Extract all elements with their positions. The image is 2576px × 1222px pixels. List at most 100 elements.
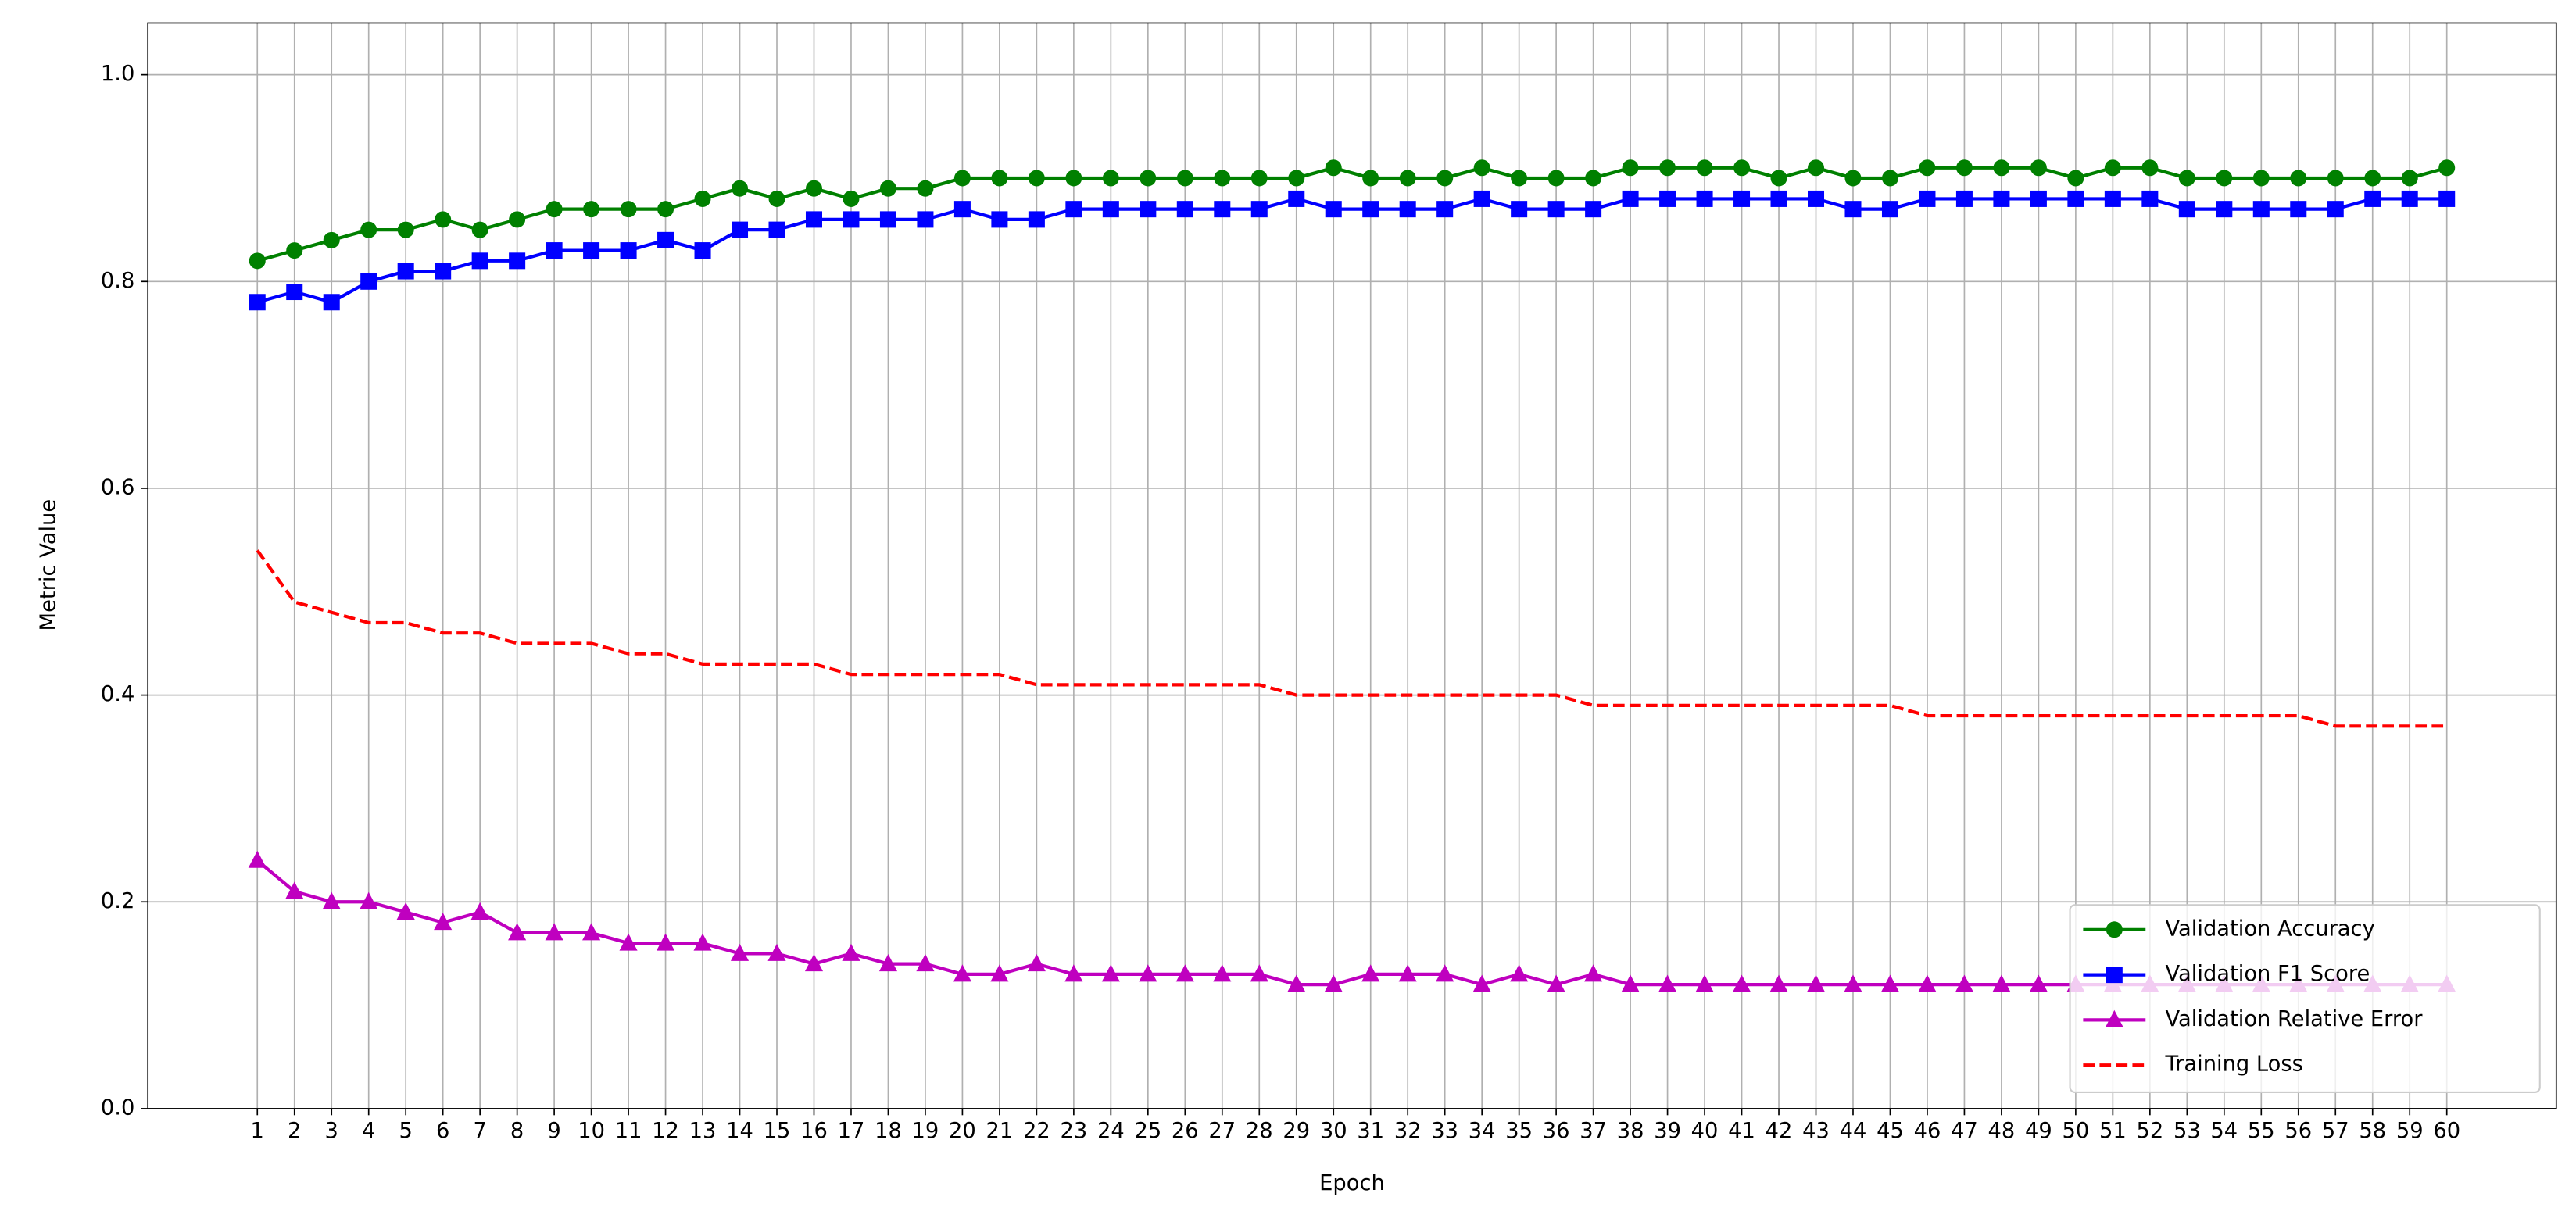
point (1362, 201, 1379, 218)
point (1102, 201, 1119, 218)
point (1214, 170, 1231, 187)
point (1473, 159, 1490, 177)
x-tick-label: 48 (1988, 1119, 2016, 1143)
point (509, 252, 526, 270)
point (953, 201, 971, 218)
legend-label: Training Loss (2164, 1052, 2302, 1077)
point (1696, 159, 1713, 177)
legend-marker (2106, 967, 2123, 984)
point (805, 180, 822, 197)
point (1511, 170, 1528, 187)
point (732, 221, 749, 238)
point (1250, 201, 1268, 218)
point (953, 170, 971, 187)
x-tick-label: 37 (1580, 1119, 1607, 1143)
point (1176, 170, 1193, 187)
x-tick-label: 16 (800, 1119, 828, 1143)
point (471, 221, 488, 238)
point (286, 242, 303, 259)
point (1287, 974, 1306, 992)
point (1398, 964, 1417, 982)
x-tick-label: 46 (1914, 1119, 1941, 1143)
point (843, 211, 860, 228)
point (767, 943, 786, 961)
point (657, 201, 674, 218)
y-tick-label: 0.4 (101, 682, 134, 706)
point (1585, 201, 1602, 218)
point (2104, 159, 2121, 177)
x-tick-label: 56 (2284, 1119, 2312, 1143)
point (1140, 170, 1157, 187)
point (1881, 201, 1898, 218)
point (249, 294, 266, 311)
legend-label: Validation F1 Score (2165, 962, 2370, 986)
point (1436, 170, 1454, 187)
point (1510, 964, 1529, 982)
point (1658, 974, 1677, 992)
point (1844, 201, 1862, 218)
point (1250, 170, 1268, 187)
legend-label: Validation Accuracy (2165, 916, 2374, 941)
x-tick-label: 34 (1469, 1119, 1496, 1143)
x-tick-label: 40 (1691, 1119, 1719, 1143)
point (2141, 190, 2159, 207)
point (1064, 964, 1083, 982)
point (360, 891, 378, 909)
legend-box (2069, 904, 2541, 1093)
point (1585, 170, 1602, 187)
point (1324, 974, 1343, 992)
point (545, 923, 564, 941)
point (1399, 201, 1416, 218)
point (1733, 190, 1751, 207)
point (1622, 190, 1639, 207)
point (1659, 159, 1676, 177)
point (1140, 201, 1157, 218)
point (2029, 974, 2048, 992)
x-axis-label: Epoch (1319, 1171, 1385, 1195)
point (360, 273, 377, 290)
point (843, 190, 860, 207)
point (583, 242, 600, 259)
x-tick-label: 39 (1654, 1119, 1681, 1143)
point (620, 242, 637, 259)
point (1584, 964, 1603, 982)
point (1881, 170, 1898, 187)
point (2216, 201, 2233, 218)
point (470, 902, 489, 920)
point (1473, 190, 1490, 207)
point (546, 242, 563, 259)
point (1399, 170, 1416, 187)
point (323, 231, 340, 248)
point (2364, 170, 2381, 187)
point (2252, 170, 2270, 187)
x-tick-label: 41 (1728, 1119, 1755, 1143)
x-tick-label: 1 (251, 1119, 264, 1143)
point (2030, 159, 2047, 177)
x-tick-label: 57 (2322, 1119, 2349, 1143)
point (1696, 190, 1713, 207)
point (1993, 159, 2010, 177)
x-tick-label: 3 (325, 1119, 338, 1143)
point (878, 954, 898, 972)
legend-marker (2105, 1009, 2123, 1027)
point (991, 211, 1008, 228)
point (1659, 190, 1676, 207)
point (1919, 159, 1936, 177)
x-tick-label: 59 (2396, 1119, 2424, 1143)
point (508, 923, 527, 941)
point (1250, 964, 1268, 982)
point (842, 943, 860, 961)
x-tick-label: 29 (1283, 1119, 1310, 1143)
point (1361, 964, 1380, 982)
x-tick-label: 30 (1320, 1119, 1347, 1143)
point (1175, 964, 1194, 982)
y-axis-label: Metric Value (37, 499, 61, 631)
point (397, 263, 414, 280)
x-tick-label: 11 (615, 1119, 642, 1143)
x-tick-label: 45 (1877, 1119, 1904, 1143)
x-tick-label: 33 (1431, 1119, 1458, 1143)
x-tick-label: 21 (986, 1119, 1014, 1143)
point (2401, 170, 2418, 187)
point (1027, 954, 1046, 972)
point (248, 850, 267, 868)
